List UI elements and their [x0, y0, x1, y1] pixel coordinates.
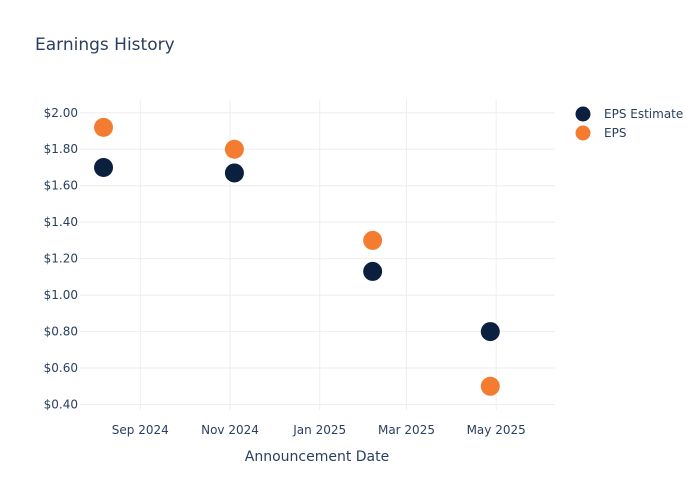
x-tick-label: Sep 2024: [112, 423, 169, 437]
y-tick-label: $0.40: [44, 398, 78, 412]
eps-point[interactable]: [94, 117, 114, 137]
x-axis-ticks: Sep 2024 Nov 2024 Jan 2025 Mar 2025 May 2025: [112, 423, 526, 437]
y-tick-label: $1.00: [44, 288, 78, 302]
legend[interactable]: EPS Estimate EPS: [575, 106, 684, 141]
legend-item-eps[interactable]: EPS: [575, 125, 627, 141]
x-tick-label: Jan 2025: [292, 423, 346, 437]
legend-marker: [575, 125, 591, 141]
y-tick-label: $1.20: [44, 252, 78, 266]
legend-label: EPS: [604, 126, 626, 140]
y-tick-label: $1.60: [44, 179, 78, 193]
eps-estimate-point[interactable]: [224, 163, 244, 183]
x-tick-label: Nov 2024: [201, 423, 259, 437]
data-points: [94, 117, 500, 396]
x-tick-label: Mar 2025: [378, 423, 435, 437]
legend-marker: [575, 106, 591, 122]
y-tick-label: $1.40: [44, 215, 78, 229]
eps-point[interactable]: [224, 139, 244, 159]
y-axis-ticks: $0.40 $0.60 $0.80 $1.00 $1.20 $1.40 $1.60 $1.80…: [44, 106, 78, 412]
legend-label: EPS Estimate: [604, 107, 683, 121]
legend-item-eps-estimate[interactable]: EPS Estimate: [575, 106, 684, 122]
x-axis-title: Announcement Date: [245, 449, 389, 465]
eps-estimate-point[interactable]: [363, 261, 383, 281]
eps-point[interactable]: [363, 230, 383, 250]
y-tick-label: $0.80: [44, 325, 78, 339]
y-tick-label: $2.00: [44, 106, 78, 120]
x-tick-label: May 2025: [467, 423, 526, 437]
eps-estimate-point[interactable]: [94, 157, 114, 177]
chart-title: Earnings History: [35, 35, 175, 55]
y-tick-label: $1.80: [44, 142, 78, 156]
y-gridlines: [80, 112, 555, 406]
y-tick-label: $0.60: [44, 361, 78, 375]
eps-point[interactable]: [480, 376, 500, 396]
eps-estimate-point[interactable]: [480, 322, 500, 342]
